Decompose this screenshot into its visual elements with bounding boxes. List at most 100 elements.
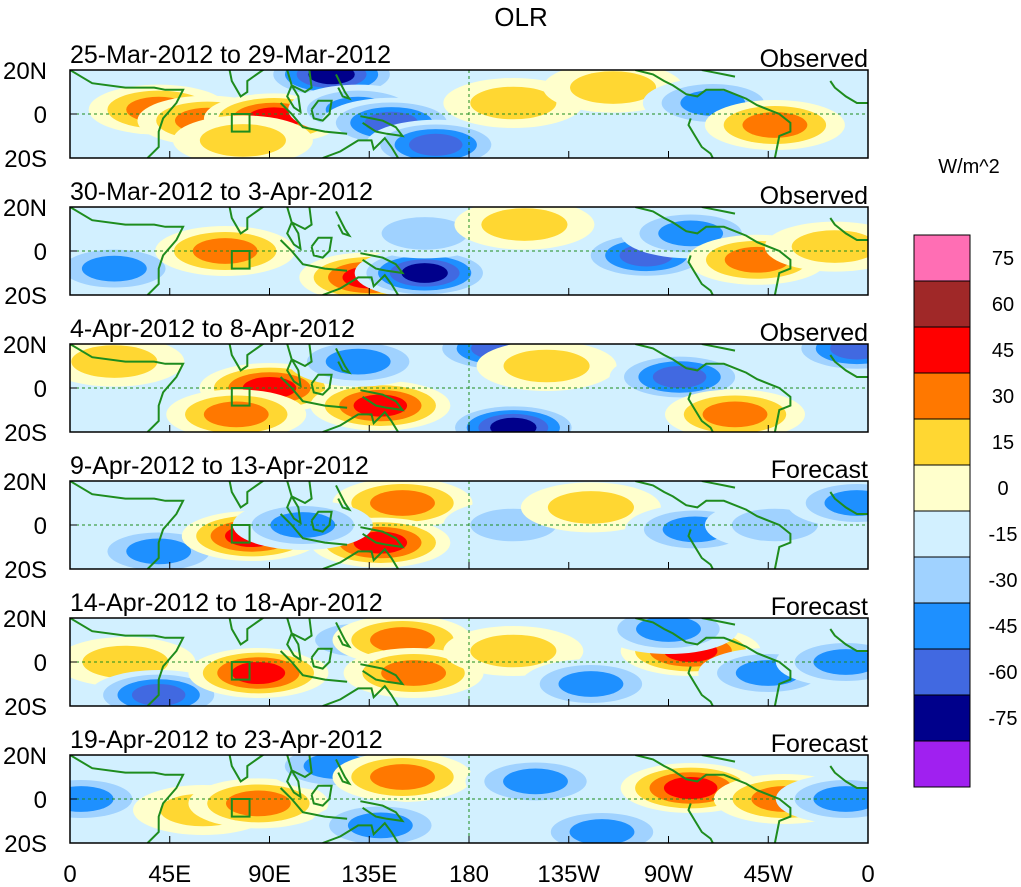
x-tick-label: 135E	[341, 861, 397, 887]
contour-level	[370, 490, 435, 516]
anomaly-field	[70, 481, 868, 569]
contour-level	[401, 263, 448, 283]
coastline	[322, 547, 399, 569]
anomaly-blob	[443, 626, 584, 676]
contour-level	[199, 124, 286, 157]
panel-kind: Forecast	[771, 593, 868, 621]
colorbar: W/m^2 75 60 45 30 15 0 -15 -30 -45 -60 -75	[913, 156, 1018, 788]
coastline	[286, 344, 313, 388]
panel-2: 20N 0 20S 30-Mar-2012 to 3-Apr-2012 Observed	[3, 178, 869, 310]
panel-5: 20N 0 20S 14-Apr-2012 to 18-Apr-2012 Forecas…	[3, 589, 869, 721]
panel-period: 25-Mar-2012 to 29-Mar-2012	[70, 41, 391, 69]
coastline	[829, 354, 868, 378]
y-tick-label: 20S	[4, 831, 47, 858]
contour-level	[490, 417, 537, 432]
coastline	[829, 217, 868, 241]
colorbar-swatch	[913, 602, 971, 650]
coastline	[829, 765, 868, 789]
colorbar-tick-label: 30	[992, 386, 1014, 408]
coastline	[227, 70, 266, 98]
anomaly-blob	[443, 402, 584, 432]
coastline	[286, 618, 313, 662]
colorbar-tick-label: -30	[989, 570, 1018, 592]
colorbar-swatch	[913, 234, 971, 282]
coastline	[335, 484, 352, 512]
colorbar-swatch	[913, 326, 971, 374]
contour-level	[824, 490, 868, 516]
anomaly-blob	[609, 352, 750, 402]
coastline	[335, 347, 352, 375]
coastline	[286, 755, 313, 799]
y-tick-label: 20N	[3, 58, 47, 85]
coastline	[227, 344, 266, 372]
anomaly-blob	[786, 481, 868, 528]
colorbar-swatch	[913, 694, 971, 742]
coastline	[360, 526, 405, 549]
panel-3: 20N 0 20S 4-Apr-2012 to 8-Apr-2012 Observed	[3, 315, 869, 447]
contour-level	[791, 230, 868, 263]
anomaly-blob	[365, 119, 506, 158]
contour-level	[702, 401, 768, 428]
colorbar-swatch	[913, 418, 971, 466]
x-tick-label: 45E	[148, 861, 191, 887]
contour-level	[503, 349, 590, 383]
panel-period: 9-Apr-2012 to 13-Apr-2012	[70, 452, 369, 480]
anomaly-field	[70, 70, 868, 158]
colorbar-swatch	[913, 648, 971, 696]
coastline	[687, 392, 714, 432]
contour-level	[636, 618, 701, 642]
anomaly-blob	[70, 344, 185, 387]
coastline	[227, 755, 266, 783]
coastline	[322, 821, 399, 843]
y-tick-label: 20S	[4, 694, 47, 721]
panel-period: 4-Apr-2012 to 8-Apr-2012	[70, 315, 355, 343]
contour-level	[192, 238, 258, 264]
colorbar-tick-label: 0	[997, 478, 1008, 500]
coastline	[635, 618, 792, 706]
colorbar-units: W/m^2	[938, 156, 1000, 178]
anomaly-blob	[332, 755, 473, 802]
coastline	[687, 255, 714, 295]
colorbar-tick-label: -60	[989, 662, 1018, 684]
coastline	[701, 755, 736, 763]
coastline	[322, 684, 399, 706]
chart-title: OLR	[494, 2, 547, 32]
anomaly-blob	[454, 207, 595, 250]
coastline	[687, 803, 714, 843]
coastline	[322, 410, 399, 432]
anomaly-blob	[764, 221, 868, 272]
y-tick-label: 20S	[4, 557, 47, 584]
coastline	[635, 481, 792, 569]
coastline	[360, 115, 405, 138]
coastline	[70, 70, 185, 158]
contour-level	[203, 401, 269, 428]
anomaly-blob	[172, 115, 313, 158]
y-tick-label: 20N	[3, 743, 47, 770]
contour-level	[381, 660, 447, 686]
coastlines	[70, 344, 868, 432]
coastline	[279, 102, 348, 135]
y-tick-label: 20N	[3, 332, 47, 359]
contour-level	[81, 255, 147, 282]
colorbar-swatch	[913, 464, 971, 512]
contour-level	[231, 661, 286, 685]
anomaly-blob	[232, 500, 373, 550]
y-tick-label: 0	[34, 239, 47, 266]
panel-kind: Forecast	[771, 730, 868, 758]
coastline	[70, 344, 185, 432]
panel-period: 30-Mar-2012 to 3-Apr-2012	[70, 178, 373, 206]
panel-kind: Observed	[760, 45, 868, 73]
coastlines	[70, 481, 868, 569]
coastline	[286, 70, 313, 114]
contour-level	[570, 71, 657, 104]
contour-level	[481, 208, 568, 241]
coastline	[279, 376, 348, 409]
anomaly-blob	[786, 344, 868, 374]
anomaly-blob	[465, 756, 606, 807]
y-tick-label: 20N	[3, 606, 47, 633]
x-tick-label: 135W	[537, 861, 600, 887]
coastline	[360, 800, 405, 823]
panel-4: 20N 0 20S 9-Apr-2012 to 13-Apr-2012 Forecast	[3, 452, 869, 584]
coastline	[829, 491, 868, 515]
anomaly-blob	[598, 618, 739, 654]
